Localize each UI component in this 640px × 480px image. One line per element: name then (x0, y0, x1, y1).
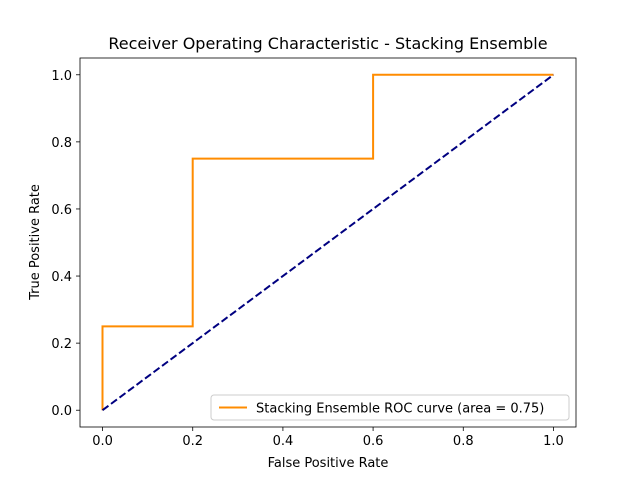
y-tick-label: 0.6 (51, 203, 72, 218)
x-tick-label: 0.0 (92, 434, 113, 449)
chart-title: Receiver Operating Characteristic - Stac… (108, 34, 547, 53)
y-axis-label: True Positive Rate (28, 184, 43, 301)
y-tick-label: 0.0 (51, 404, 72, 419)
axes-frame (79, 57, 577, 428)
x-axis-label: False Positive Rate (268, 456, 389, 471)
x-tick-label: 0.4 (273, 434, 294, 449)
x-tick-label: 1.0 (543, 434, 564, 449)
legend-label-roc-curve: Stacking Ensemble ROC curve (area = 0.75… (256, 402, 544, 417)
x-tick-label: 0.2 (182, 434, 203, 449)
chance-diagonal-line (101, 73, 555, 412)
roc-curve-line (101, 73, 554, 411)
x-tick-label: 0.8 (453, 434, 474, 449)
y-tick-label: 1.0 (51, 69, 72, 84)
legend-box (210, 394, 570, 421)
y-tick-label: 0.2 (51, 337, 72, 352)
y-tick-label: 0.4 (51, 270, 72, 285)
y-tick-label: 0.8 (51, 136, 72, 151)
x-tick-label: 0.6 (363, 434, 384, 449)
legend: Stacking Ensemble ROC curve (area = 0.75… (210, 394, 570, 421)
plot-area: 0.0 0.2 0.4 0.6 0.8 1.0 0.0 0.2 0.4 0.6 0.8 1.0 (51, 57, 577, 449)
